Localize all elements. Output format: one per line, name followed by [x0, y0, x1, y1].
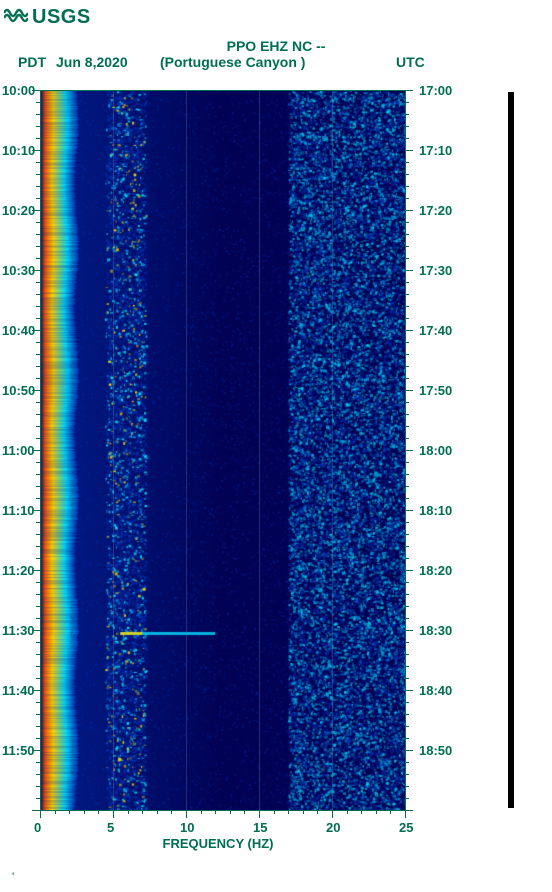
tick-mark	[405, 270, 413, 271]
left-time-tick: 10:10	[2, 143, 35, 158]
right-time-tick: 18:20	[419, 563, 452, 578]
x-tick: 0	[34, 820, 41, 835]
tick-mark	[405, 810, 413, 811]
left-time-tick: 10:40	[2, 323, 35, 338]
spectrogram-canvas	[40, 90, 405, 810]
right-time-tick: 18:10	[419, 503, 452, 518]
footer-mark: '	[12, 870, 14, 884]
location-line: (Portuguese Canyon )	[160, 54, 305, 70]
tick-mark	[405, 150, 413, 151]
tick-mark	[259, 810, 260, 818]
right-time-tick: 18:40	[419, 683, 452, 698]
x-tick: 10	[180, 820, 194, 835]
left-time-tick: 11:20	[2, 563, 35, 578]
right-time-tick: 17:20	[419, 203, 452, 218]
left-time-tick: 11:00	[2, 443, 35, 458]
left-time-tick: 11:10	[2, 503, 35, 518]
tick-mark	[32, 450, 40, 451]
axis-border	[405, 90, 406, 810]
gridline	[186, 90, 187, 810]
logo-text: USGS	[32, 6, 91, 29]
tick-mark	[32, 330, 40, 331]
date-label: Jun 8,2020	[56, 54, 128, 70]
tick-mark	[405, 570, 413, 571]
tick-mark	[32, 270, 40, 271]
tick-mark	[113, 810, 114, 818]
left-time-tick: 11:50	[2, 743, 35, 758]
axis-border	[40, 90, 41, 810]
tick-mark	[32, 750, 40, 751]
x-tick: 25	[399, 820, 413, 835]
usgs-logo: USGS	[4, 6, 91, 29]
right-time-tick: 18:30	[419, 623, 452, 638]
tick-mark	[405, 690, 413, 691]
x-tick: 20	[326, 820, 340, 835]
x-tick: 5	[107, 820, 114, 835]
tick-mark	[405, 90, 413, 91]
tick-mark	[40, 810, 41, 818]
tick-mark	[332, 810, 333, 818]
wave-icon	[4, 6, 28, 29]
right-time-tick: 17:50	[419, 383, 452, 398]
tick-mark	[405, 330, 413, 331]
left-time-tick: 10:00	[2, 83, 35, 98]
left-time-tick: 10:20	[2, 203, 35, 218]
left-time-tick: 11:30	[2, 623, 35, 638]
tick-mark	[405, 210, 413, 211]
right-tz: UTC	[396, 54, 425, 70]
right-time-tick: 18:00	[419, 443, 452, 458]
tick-mark	[32, 150, 40, 151]
tick-mark	[32, 390, 40, 391]
right-time-tick: 18:50	[419, 743, 452, 758]
tick-mark	[32, 630, 40, 631]
x-tick: 15	[253, 820, 267, 835]
gridline	[332, 90, 333, 810]
spectrogram-plot	[40, 90, 405, 810]
right-time-tick: 17:30	[419, 263, 452, 278]
tick-mark	[32, 690, 40, 691]
tick-mark	[186, 810, 187, 818]
right-time-tick: 17:10	[419, 143, 452, 158]
tick-mark	[32, 570, 40, 571]
tick-mark	[32, 810, 40, 811]
tick-mark	[405, 630, 413, 631]
left-time-tick: 10:30	[2, 263, 35, 278]
tick-mark	[405, 810, 406, 818]
tick-mark	[405, 510, 413, 511]
tick-mark	[405, 450, 413, 451]
gridline	[259, 90, 260, 810]
right-time-tick: 17:00	[419, 83, 452, 98]
axis-border	[40, 810, 405, 811]
axis-border	[40, 90, 405, 91]
left-time-tick: 11:40	[2, 683, 35, 698]
gridline	[113, 90, 114, 810]
colorbar	[508, 92, 514, 808]
right-time-tick: 17:40	[419, 323, 452, 338]
tick-mark	[405, 390, 413, 391]
x-axis-label: FREQUENCY (HZ)	[163, 836, 274, 851]
tick-mark	[32, 210, 40, 211]
tick-mark	[32, 510, 40, 511]
station-line: PPO EHZ NC --	[0, 38, 552, 54]
tick-mark	[32, 90, 40, 91]
left-tz: PDT	[18, 54, 46, 70]
left-time-tick: 10:50	[2, 383, 35, 398]
tick-mark	[405, 750, 413, 751]
